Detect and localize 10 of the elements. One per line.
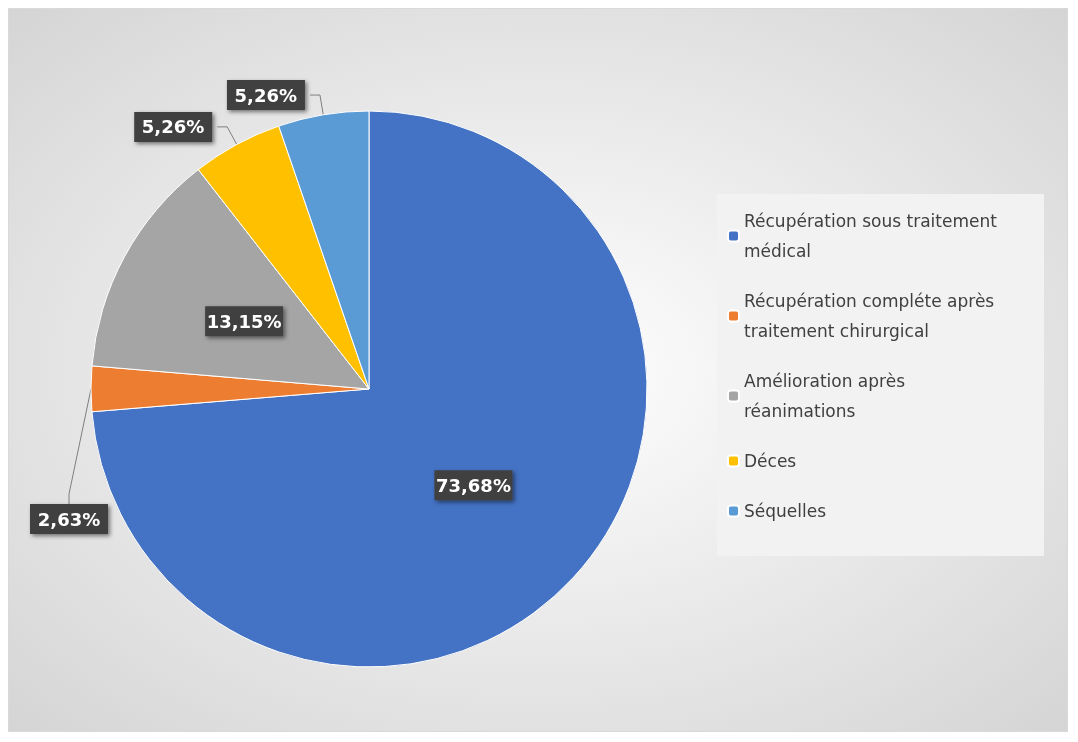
data-label: 2,63% <box>37 508 101 530</box>
data-label: 5,26% <box>234 84 297 106</box>
legend-label: Amélioration après réanimations <box>744 371 911 421</box>
data-label: 5,26% <box>141 116 205 138</box>
data-label: 73,68% <box>435 474 511 496</box>
legend-label: Déces <box>744 451 797 471</box>
legend-label: Séquelles <box>744 501 827 521</box>
data-label: 13,15% <box>206 310 282 332</box>
legend-label: Récupération compléte après traitement chirurgical <box>744 291 1000 341</box>
legend-label: Récupération sous traitement médical <box>744 211 1003 261</box>
